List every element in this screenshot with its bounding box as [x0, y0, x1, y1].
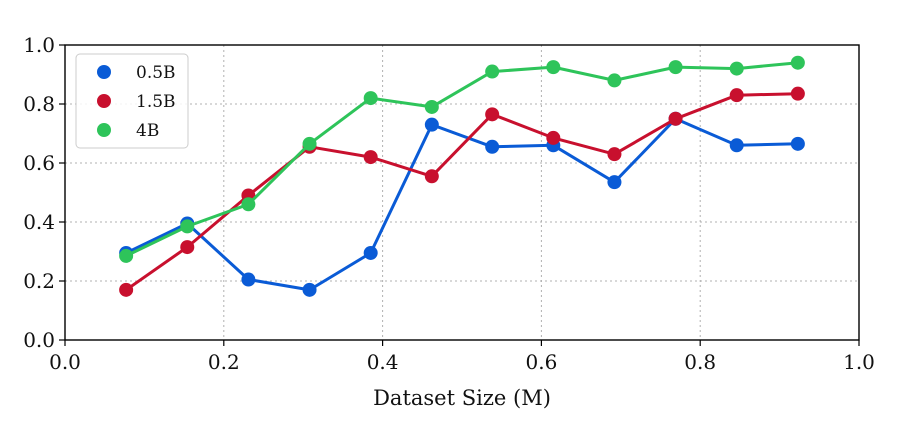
- data-point: [424, 99, 439, 114]
- legend-label: 1.5B: [136, 92, 176, 112]
- data-point: [729, 61, 744, 76]
- data-point: [729, 138, 744, 153]
- data-point: [607, 175, 622, 190]
- x-tick-label: 0.0: [49, 350, 81, 374]
- data-point: [485, 64, 500, 79]
- series-4B: [119, 55, 805, 263]
- series-layer: [119, 55, 805, 297]
- legend-item: 0.5B: [97, 63, 176, 83]
- data-point: [668, 60, 683, 75]
- data-point: [790, 55, 805, 70]
- legend: 0.5B 1.5B 4B: [75, 53, 189, 149]
- x-tick-label: 0.4: [367, 350, 399, 374]
- data-point: [363, 150, 378, 165]
- data-point: [790, 136, 805, 151]
- legend-item: 4B: [97, 121, 159, 141]
- data-point: [180, 219, 195, 234]
- data-point: [729, 88, 744, 103]
- y-tick-label: 0.8: [23, 92, 55, 116]
- data-point: [241, 197, 256, 212]
- data-point: [607, 73, 622, 88]
- data-point: [363, 245, 378, 260]
- y-tick-label: 0.2: [23, 269, 55, 293]
- legend-marker: [97, 94, 111, 108]
- series-line: [124, 92, 800, 292]
- y-tick-label: 0.4: [23, 210, 55, 234]
- data-point: [485, 107, 500, 122]
- x-tick-label: 0.6: [525, 350, 557, 374]
- data-point: [241, 272, 256, 287]
- x-tick-label: 0.2: [208, 350, 240, 374]
- data-point: [302, 282, 317, 297]
- series-line: [124, 117, 800, 292]
- series-0.5B: [119, 111, 805, 297]
- series-1.5B: [119, 86, 805, 297]
- data-point: [424, 117, 439, 132]
- data-point: [180, 240, 195, 255]
- x-tick-label: 1.0: [843, 350, 875, 374]
- x-axis-title: Dataset Size (M): [373, 386, 551, 410]
- data-point: [607, 147, 622, 162]
- y-tick-label: 0.0: [23, 328, 55, 352]
- series-line: [124, 61, 800, 258]
- data-point: [790, 86, 805, 101]
- legend-marker: [97, 65, 111, 79]
- data-point: [668, 111, 683, 126]
- data-point: [546, 130, 561, 145]
- data-point: [424, 169, 439, 184]
- data-point: [363, 91, 378, 106]
- axis-ticks: 0.0 0.2 0.4 0.6 0.8 1.0 0.0 0.2 0.4 0.6 0.8 1.0: [23, 33, 875, 374]
- y-tick-label: 1.0: [23, 33, 55, 57]
- legend-label: 0.5B: [136, 63, 176, 83]
- plot-frame: [64, 44, 860, 341]
- data-point: [119, 248, 134, 263]
- grid-lines: [65, 45, 859, 340]
- x-tick-label: 0.8: [684, 350, 716, 374]
- y-tick-label: 0.6: [23, 151, 55, 175]
- data-point: [485, 139, 500, 154]
- data-point: [119, 282, 134, 297]
- data-point: [302, 136, 317, 151]
- legend-marker: [97, 123, 111, 137]
- data-point: [546, 60, 561, 75]
- legend-item: 1.5B: [97, 92, 176, 112]
- legend-label: 4B: [136, 121, 159, 141]
